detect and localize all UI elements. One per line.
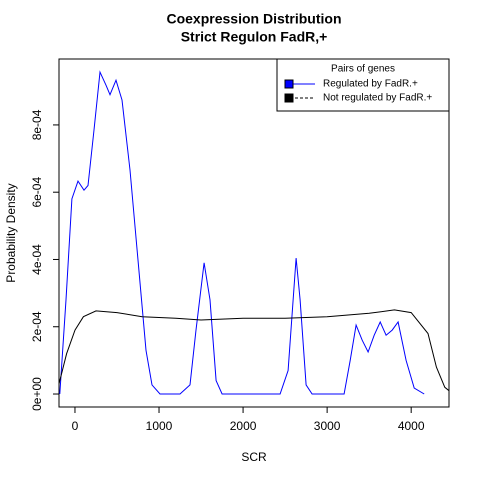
y-tick-label: 0e+00 — [30, 377, 44, 411]
density-line — [58, 309, 450, 392]
legend-swatch — [284, 93, 294, 103]
legend-title: Pairs of genes — [331, 64, 395, 75]
legend-box — [276, 58, 450, 112]
x-axis-label: SCR — [241, 450, 267, 464]
density-line — [59, 70, 425, 395]
y-tick-label: 2e-04 — [30, 311, 44, 342]
x-tick-label: 4000 — [398, 419, 425, 433]
plot-box — [58, 58, 450, 408]
legend-label: Not regulated by FadR.+ — [323, 93, 432, 104]
x-tick-label: 1000 — [146, 419, 173, 433]
legend-label: Regulated by FadR.+ — [323, 79, 418, 90]
chart-subtitle: Strict Regulon FadR,+ — [181, 29, 328, 45]
y-tick-label: 8e-04 — [30, 109, 44, 140]
y-axis-label: Probability Density — [4, 183, 18, 282]
chart-title: Coexpression Distribution — [166, 11, 341, 27]
x-tick-label: 3000 — [314, 419, 341, 433]
x-tick-label: 2000 — [230, 419, 257, 433]
y-tick-label: 6e-04 — [30, 177, 44, 208]
legend: Pairs of genes Regulated by FadR.+ Not reg… — [276, 58, 450, 112]
legend-swatch — [284, 79, 294, 89]
y-tick-label: 4e-04 — [30, 244, 44, 275]
x-tick-label: 0 — [72, 419, 79, 433]
